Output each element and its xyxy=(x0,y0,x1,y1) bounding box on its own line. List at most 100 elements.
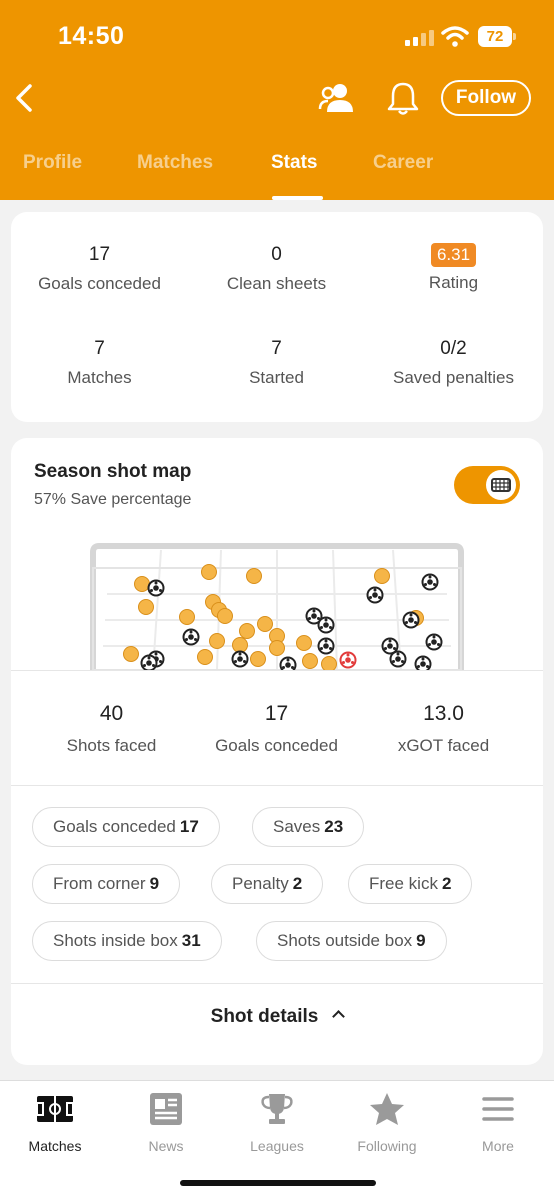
nav-following[interactable]: Following xyxy=(332,1091,442,1154)
stat-value: 17 xyxy=(88,244,111,265)
goal-conceded-marker xyxy=(317,637,335,655)
status-time: 14:50 xyxy=(58,22,125,50)
stat-value: 7 xyxy=(94,338,105,359)
saved-shot-marker xyxy=(321,656,337,670)
saved-shot-marker xyxy=(250,651,266,667)
goal-conceded-marker xyxy=(421,573,439,591)
summary-label: Shots faced xyxy=(66,736,157,755)
squad-people-icon[interactable] xyxy=(318,80,356,116)
back-arrow-icon[interactable] xyxy=(10,80,40,116)
saved-shot-marker xyxy=(257,616,273,632)
summary-xgot-faced: 13.0 xGOT faced xyxy=(355,702,532,756)
stat-label: Rating xyxy=(428,273,479,292)
stat-label: Started xyxy=(249,368,304,387)
tab-stats[interactable]: Stats xyxy=(271,152,318,173)
goal-conceded-marker xyxy=(231,650,249,668)
stat-value: 7 xyxy=(271,338,282,359)
saved-shot-marker xyxy=(302,653,318,669)
menu-icon xyxy=(482,1097,514,1121)
battery-level: 72 xyxy=(478,26,512,47)
tab-profile[interactable]: Profile xyxy=(23,152,83,173)
saved-shot-marker xyxy=(197,649,213,665)
saved-shot-marker xyxy=(232,637,248,653)
nav-news[interactable]: News xyxy=(111,1091,221,1154)
saved-shot-marker xyxy=(374,568,390,584)
nav-label: Matches xyxy=(28,1138,82,1154)
shot-details-button[interactable]: Shot details xyxy=(11,1006,543,1028)
summary-label: xGOT faced xyxy=(397,736,490,755)
bottom-navigation: Matches News Leagues Following More xyxy=(0,1080,554,1199)
saved-shot-marker xyxy=(217,608,233,624)
nav-matches[interactable]: Matches xyxy=(0,1091,110,1154)
summary-value: 17 xyxy=(264,702,289,725)
nav-label: More xyxy=(482,1138,514,1154)
nav-more[interactable]: More xyxy=(443,1091,553,1154)
saved-shot-marker xyxy=(269,640,285,656)
tab-career[interactable]: Career xyxy=(373,152,434,173)
stat-value: 0/2 xyxy=(440,338,467,359)
chip-count: 17 xyxy=(179,817,199,836)
stat-goals-conceded: 17 Goals conceded xyxy=(11,244,188,294)
saved-shot-marker xyxy=(134,576,150,592)
cellular-signal-icon xyxy=(405,30,434,46)
chip-count: 9 xyxy=(149,874,160,893)
chip-count: 31 xyxy=(181,931,201,950)
filter-chip-goals-conceded[interactable]: Goals conceded 17 xyxy=(32,807,220,847)
app-header: 14:50 72 Follow Profile Matches Stats Ca… xyxy=(0,0,554,200)
pitch-icon xyxy=(36,1096,74,1122)
saved-shot-marker xyxy=(209,633,225,649)
goal-conceded-marker xyxy=(279,656,297,670)
stat-label: Matches xyxy=(67,368,132,387)
nav-label: Following xyxy=(357,1138,417,1154)
nav-label: Leagues xyxy=(250,1138,304,1154)
goal-net-icon xyxy=(491,478,511,492)
season-stats-card: 17 Goals conceded 0 Clean sheets 6.31 Ra… xyxy=(11,212,543,422)
active-tab-indicator xyxy=(272,196,323,200)
save-percentage: 57% Save percentage xyxy=(34,491,192,508)
filter-chip-saves[interactable]: Saves 23 xyxy=(252,807,365,847)
chip-count: 2 xyxy=(292,874,303,893)
stat-value: 0 xyxy=(271,244,282,265)
penalty-goal-marker xyxy=(339,651,357,669)
saved-shot-marker xyxy=(239,623,255,639)
stat-matches: 7 Matches xyxy=(11,338,188,388)
filter-chip-penalty[interactable]: Penalty 2 xyxy=(211,864,324,904)
goal-conceded-marker xyxy=(414,655,432,670)
tab-matches[interactable]: Matches xyxy=(137,152,214,173)
summary-label: Goals conceded xyxy=(215,736,338,755)
divider xyxy=(11,670,543,671)
toggle-knob xyxy=(486,470,516,500)
nav-leagues[interactable]: Leagues xyxy=(222,1091,332,1154)
summary-value: 13.0 xyxy=(423,702,464,725)
divider xyxy=(11,785,543,786)
star-icon xyxy=(370,1093,404,1125)
stat-rating: 6.31 Rating xyxy=(365,243,542,293)
bell-icon[interactable] xyxy=(386,80,420,116)
filter-chip-shots-inside-box[interactable]: Shots inside box 31 xyxy=(32,921,222,961)
profile-tabs: Profile Matches Stats Career xyxy=(0,150,554,200)
divider xyxy=(11,983,543,984)
goal-conceded-marker xyxy=(366,586,384,604)
filter-chip-free-kick[interactable]: Free kick 2 xyxy=(348,864,473,904)
filter-chip-shots-outside-box[interactable]: Shots outside box 9 xyxy=(256,921,447,961)
filter-chip-from-corner[interactable]: From corner 9 xyxy=(32,864,181,904)
rating-badge: 6.31 xyxy=(430,243,477,267)
shot-map-title: Season shot map xyxy=(34,461,192,482)
stat-saved-penalties: 0/2 Saved penalties xyxy=(365,338,542,388)
chip-label: Shots inside box xyxy=(53,931,178,950)
goal-conceded-marker xyxy=(317,616,335,634)
shot-details-label: Shot details xyxy=(210,1006,319,1027)
shot-map-card: Season shot map 57% Save percentage 40 S… xyxy=(11,438,543,1065)
summary-value: 40 xyxy=(99,702,124,725)
goal-conceded-marker xyxy=(305,607,323,625)
follow-button[interactable]: Follow xyxy=(441,80,531,116)
goal-view-toggle[interactable] xyxy=(454,466,520,504)
stat-label: Goals conceded xyxy=(38,274,161,293)
saved-shot-marker xyxy=(123,646,139,662)
goal-conceded-marker xyxy=(389,650,407,668)
saved-shot-marker xyxy=(179,609,195,625)
goal-conceded-marker xyxy=(425,633,443,651)
stat-label: Clean sheets xyxy=(226,274,327,293)
goal-conceded-marker xyxy=(381,637,399,655)
shot-marks xyxy=(123,564,443,670)
